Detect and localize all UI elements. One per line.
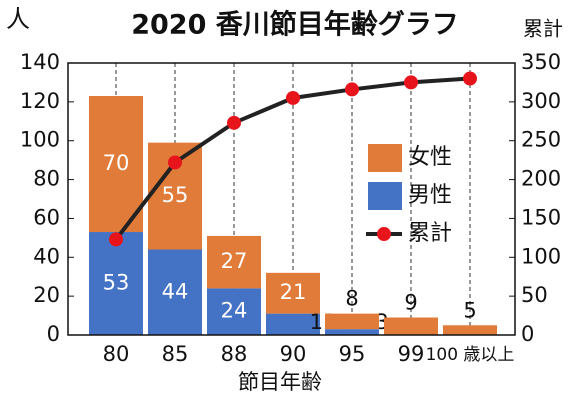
value-label: 53	[103, 271, 130, 295]
x-tick-label: 95	[339, 342, 366, 366]
x-tick-label: 100 歳以上	[426, 345, 515, 365]
legend-dot	[377, 227, 391, 241]
y-tick-label: 40	[33, 244, 60, 268]
x-tick-label: 88	[221, 342, 248, 366]
line-point	[404, 75, 418, 90]
x-tick-label: 80	[103, 342, 130, 366]
y2-tick-label: 50	[521, 283, 548, 307]
y2-tick-label: 100	[521, 244, 561, 268]
plot-frame	[67, 62, 516, 336]
value-label: 70	[103, 151, 130, 175]
value-label: 8	[345, 287, 358, 311]
x-tick-label: 85	[162, 342, 189, 366]
line-point	[463, 71, 477, 86]
value-label: 55	[162, 183, 189, 207]
y-tick-label: 0	[47, 322, 60, 346]
y2-tick-label: 200	[521, 167, 561, 191]
y-tick-label: 100	[20, 128, 60, 152]
legend-swatch	[368, 182, 402, 210]
line-point	[168, 155, 182, 170]
bar	[207, 235, 261, 289]
y-tick-label: 20	[33, 283, 60, 307]
line-point	[109, 232, 123, 247]
value-label: 21	[280, 280, 307, 304]
value-label: 27	[221, 249, 248, 273]
y-tick-label: 60	[33, 205, 60, 229]
legend-label: 女性	[408, 145, 452, 170]
value-label: 24	[221, 299, 248, 323]
bar	[384, 317, 438, 335]
bar	[207, 288, 261, 335]
y2-tick-label: 300	[521, 89, 561, 113]
legend-label: 男性	[408, 183, 452, 208]
y2-tick-label: 150	[521, 205, 561, 229]
y-tick-label: 140	[20, 50, 60, 74]
y-tick-label: 80	[33, 167, 60, 191]
legend-label: 累計	[408, 221, 452, 246]
line-point	[227, 115, 241, 130]
x-tick-label: 99	[398, 342, 425, 366]
bar	[266, 272, 320, 314]
y-axis-label: 人	[6, 5, 30, 33]
y-tick-label: 120	[20, 89, 60, 113]
line-point	[286, 90, 300, 105]
x-tick-label: 90	[280, 342, 307, 366]
bar	[148, 249, 202, 335]
bar	[266, 313, 320, 335]
bar	[325, 313, 379, 330]
line-point	[345, 82, 359, 97]
value-label: 44	[162, 279, 189, 303]
chart-title: 2020 香川節目年齢グラフ	[131, 9, 459, 41]
y2-axis-label: 累計	[523, 17, 563, 41]
value-label: 9	[404, 291, 417, 315]
y2-tick-label: 0	[521, 322, 534, 346]
bar	[325, 329, 379, 335]
value-label: 5	[463, 298, 476, 322]
y2-tick-label: 350	[521, 50, 561, 74]
x-axis-label: 節目年齢	[238, 370, 322, 394]
y2-tick-label: 250	[521, 128, 561, 152]
bar	[443, 325, 497, 335]
legend-swatch	[368, 144, 402, 172]
bar	[89, 232, 143, 335]
bar	[89, 96, 143, 233]
